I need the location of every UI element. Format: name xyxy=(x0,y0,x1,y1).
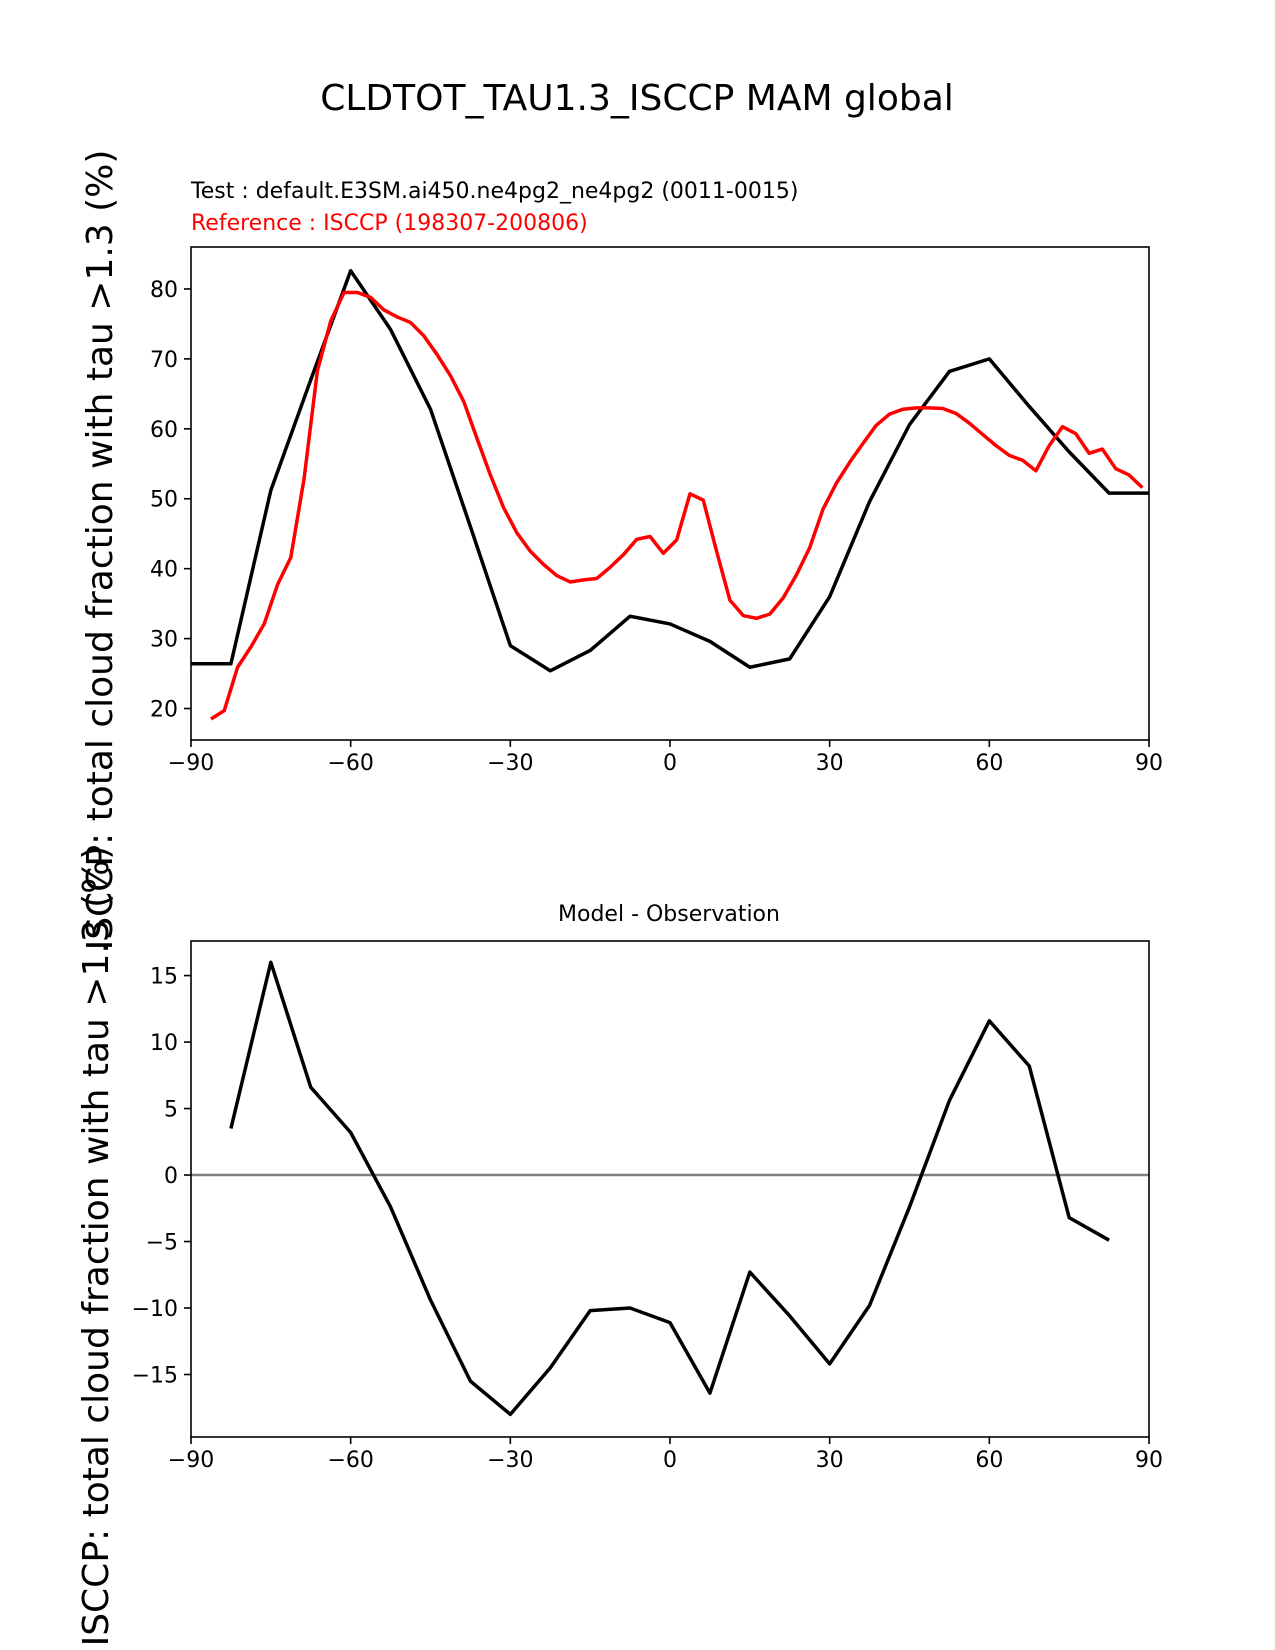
x-tick-label: −90 xyxy=(168,751,214,776)
y-tick-label: 70 xyxy=(150,348,178,373)
x-tick-label: −30 xyxy=(487,1448,533,1473)
y-tick-label: 0 xyxy=(164,1164,178,1189)
x-tick-label: 0 xyxy=(663,751,677,776)
y-tick-label: 20 xyxy=(150,698,178,723)
x-tick-label: −30 xyxy=(487,751,533,776)
y-tick-label: 30 xyxy=(150,628,178,653)
x-tick-label: −60 xyxy=(327,1448,373,1473)
x-tick-label: 60 xyxy=(975,751,1003,776)
y-tick-label: 5 xyxy=(164,1098,178,1123)
figure-ylabel-lower: ISCCP: total cloud fraction with tau >1.… xyxy=(76,846,117,1647)
x-tick-label: −60 xyxy=(327,751,373,776)
y-tick-label: 10 xyxy=(150,1031,178,1056)
y-tick-label: −10 xyxy=(132,1297,178,1322)
x-tick-label: 30 xyxy=(816,751,844,776)
y-tick-label: −5 xyxy=(146,1231,178,1256)
series-line-0 xyxy=(229,960,1110,1417)
series-line-0 xyxy=(191,269,1149,673)
y-tick-label: 80 xyxy=(150,278,178,303)
x-tick-label: 90 xyxy=(1135,1448,1163,1473)
test-title: Test : default.E3SM.ai450.ne4pg2_ne4pg2 … xyxy=(190,179,798,204)
figure-title: CLDTOT_TAU1.3_ISCCP MAM global xyxy=(320,78,954,119)
y-tick-label: 60 xyxy=(150,418,178,443)
x-tick-label: 60 xyxy=(975,1448,1003,1473)
y-tick-label: 50 xyxy=(150,488,178,513)
difference-title: Model - Observation xyxy=(558,902,780,927)
difference-chart-panel: −90 −60 −30 0 30 60 90 −15 −10 −5 0 5 10 15 xyxy=(132,940,1163,1473)
x-tick-label: 90 xyxy=(1135,751,1163,776)
x-tick-label: −90 xyxy=(168,1448,214,1473)
axes-frame xyxy=(190,940,1150,1438)
x-tick-label: 30 xyxy=(816,1448,844,1473)
y-tick-label: 40 xyxy=(150,558,178,583)
line-chart-panel: −90 −60 −30 0 30 60 90 20 30 40 50 60 70 80 xyxy=(150,246,1163,776)
x-tick-label: 0 xyxy=(663,1448,677,1473)
y-tick-label: 15 xyxy=(150,965,178,990)
y-tick-label: −15 xyxy=(132,1364,178,1389)
figure-ylabel: ISCCP: total cloud fraction with tau >1.… xyxy=(80,150,121,951)
axes-frame xyxy=(190,246,1150,741)
series-line-1 xyxy=(210,290,1144,721)
reference-title: Reference : ISCCP (198307-200806) xyxy=(191,211,588,236)
